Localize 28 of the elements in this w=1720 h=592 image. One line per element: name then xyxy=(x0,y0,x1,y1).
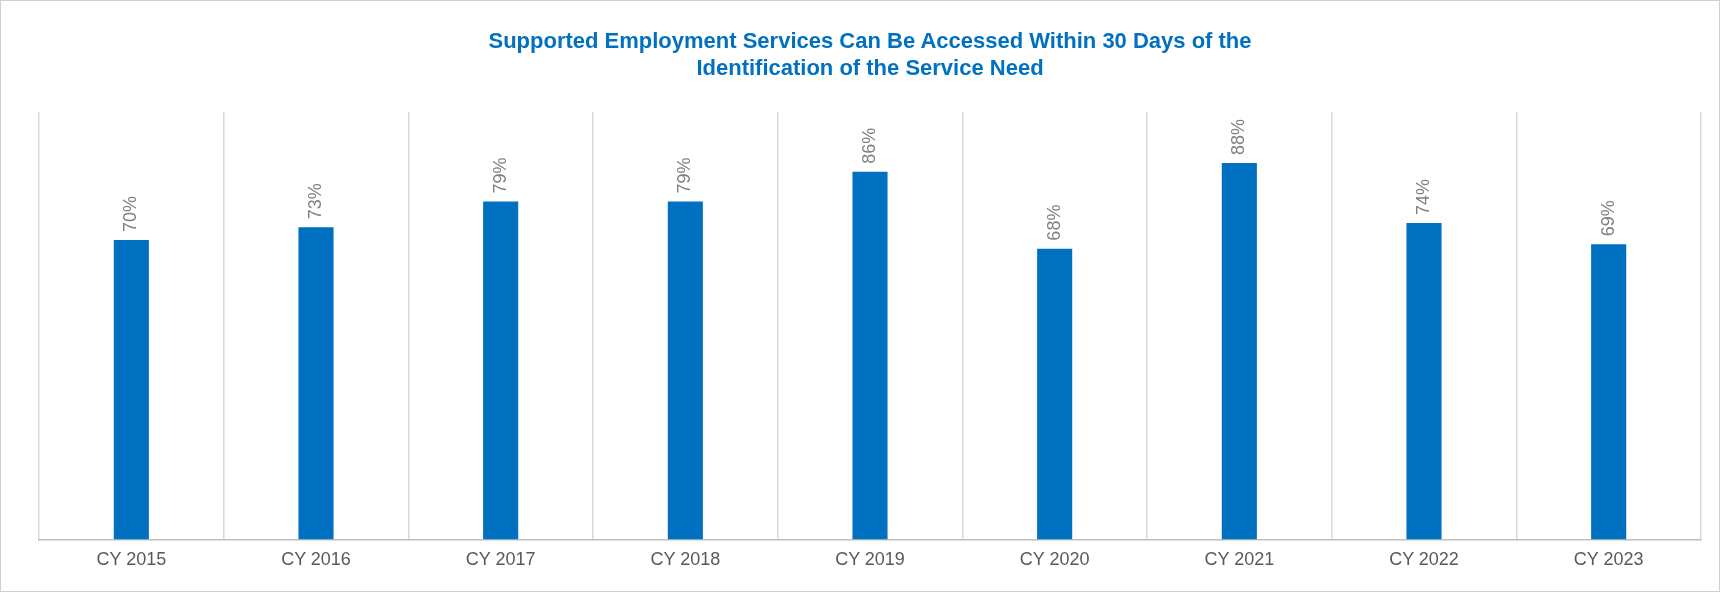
bar xyxy=(298,227,334,540)
data-label: 69% xyxy=(1597,200,1618,237)
x-tick-label: CY 2016 xyxy=(281,549,351,570)
data-label: 79% xyxy=(489,157,510,194)
x-tick-label: CY 2015 xyxy=(96,549,167,570)
data-label: 79% xyxy=(674,157,695,194)
bar xyxy=(1591,244,1627,540)
chart-title: Supported Employment Services Can Be Accessed Within 30 Days of the Identification of the Service Need xyxy=(488,28,1252,80)
x-tick-label: CY 2021 xyxy=(1204,549,1275,570)
data-label: 88% xyxy=(1228,119,1249,156)
bar xyxy=(113,240,149,540)
bar xyxy=(1221,163,1257,540)
data-label: 68% xyxy=(1043,204,1064,241)
data-label: 74% xyxy=(1412,178,1433,215)
x-tick-label: CY 2017 xyxy=(465,549,536,570)
x-tick-label: CY 2022 xyxy=(1389,549,1459,570)
bar xyxy=(1406,222,1442,540)
data-label: 73% xyxy=(304,183,325,220)
bar xyxy=(852,171,888,540)
x-tick-label: CY 2020 xyxy=(1019,549,1090,570)
data-label: 70% xyxy=(120,196,141,233)
bar xyxy=(1037,248,1073,540)
x-tick-label: CY 2019 xyxy=(835,549,905,570)
bar xyxy=(667,201,703,540)
x-tick-label: CY 2018 xyxy=(650,549,721,570)
x-tick-label: CY 2023 xyxy=(1573,549,1644,570)
bar xyxy=(483,201,519,540)
data-label: 86% xyxy=(858,127,879,164)
